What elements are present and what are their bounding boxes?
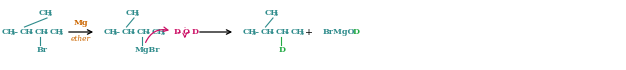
Text: –: –: [14, 28, 18, 36]
Text: 3: 3: [11, 31, 14, 36]
Text: D: D: [174, 28, 181, 36]
Text: CH: CH: [276, 28, 290, 36]
Text: 3: 3: [48, 12, 51, 17]
Text: 3: 3: [299, 31, 304, 36]
Text: D: D: [192, 28, 199, 36]
Text: –: –: [29, 28, 33, 36]
Text: 3: 3: [252, 31, 255, 36]
Text: CH: CH: [243, 28, 257, 36]
Text: –: –: [177, 28, 181, 36]
Text: CH: CH: [126, 9, 140, 17]
Text: –: –: [285, 28, 289, 36]
Text: 3: 3: [274, 12, 277, 17]
Text: 3: 3: [113, 31, 116, 36]
Text: CH: CH: [20, 28, 34, 36]
Text: CH: CH: [137, 28, 151, 36]
Text: Br: Br: [36, 46, 48, 54]
Text: –: –: [131, 28, 135, 36]
Text: O: O: [183, 28, 190, 36]
Text: –: –: [44, 28, 48, 36]
Text: 3: 3: [160, 31, 165, 36]
Text: CH: CH: [261, 28, 275, 36]
Text: CH: CH: [2, 28, 16, 36]
Text: –: –: [116, 28, 120, 36]
Text: Mg: Mg: [74, 19, 88, 27]
Text: 3: 3: [135, 12, 138, 17]
Text: –: –: [270, 28, 274, 36]
Text: CH: CH: [122, 28, 136, 36]
Text: CH: CH: [152, 28, 166, 36]
Text: D: D: [353, 28, 360, 36]
Text: –: –: [255, 28, 259, 36]
Text: CH: CH: [39, 9, 53, 17]
Text: D: D: [279, 46, 285, 54]
Text: CH: CH: [265, 9, 279, 17]
Text: BrMgO: BrMgO: [323, 28, 356, 36]
Text: –: –: [186, 28, 190, 36]
Text: 3: 3: [58, 31, 63, 36]
Text: ··: ··: [184, 25, 187, 30]
Text: MgBr: MgBr: [135, 46, 160, 54]
Text: ··: ··: [184, 34, 187, 39]
Text: CH: CH: [291, 28, 305, 36]
Text: ether: ether: [71, 35, 91, 43]
Text: +: +: [305, 28, 313, 36]
Text: CH: CH: [50, 28, 64, 36]
Text: CH: CH: [104, 28, 118, 36]
Text: –: –: [146, 28, 150, 36]
Text: CH: CH: [35, 28, 49, 36]
